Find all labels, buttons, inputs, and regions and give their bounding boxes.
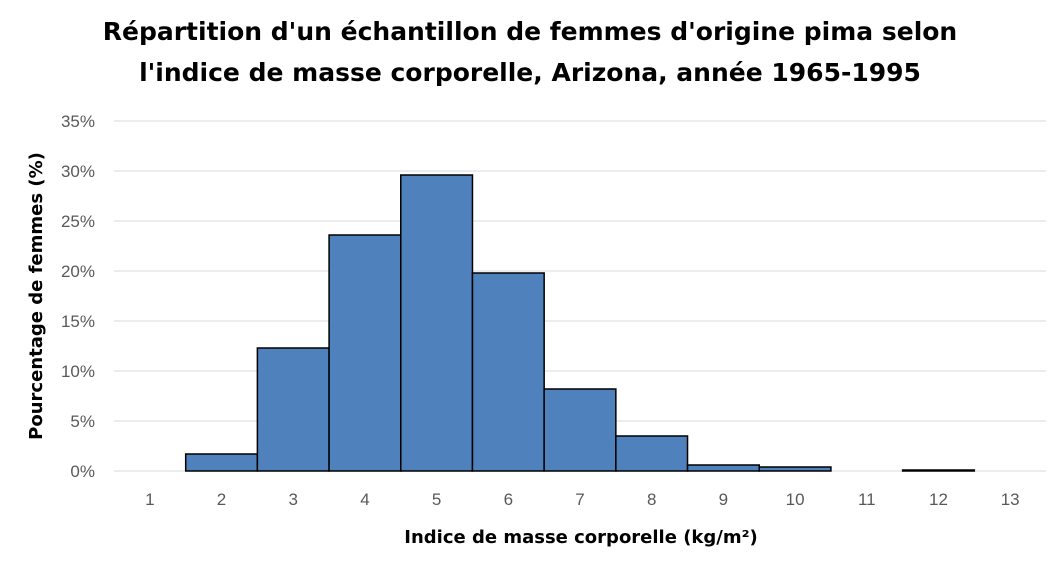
x-tick-label: 8 [647, 490, 656, 509]
y-tick-label: 30% [61, 162, 95, 181]
y-tick-label: 5% [70, 412, 95, 431]
y-axis-title: Pourcentage de femmes (%) [26, 152, 47, 440]
x-tick-label: 13 [1001, 490, 1020, 509]
bar-imc-4 [328, 234, 402, 472]
x-tick-label: 5 [432, 490, 441, 509]
x-tick-label: 3 [288, 490, 297, 509]
y-tick-label: 10% [61, 362, 95, 381]
histogram-bars [184, 174, 976, 472]
bar-imc-7 [543, 388, 617, 472]
y-tick-label: 15% [61, 312, 95, 331]
bar-imc-10 [758, 466, 832, 472]
chart-title-line-2: l'indice de masse corporelle, Arizona, a… [139, 58, 921, 87]
y-axis-tick-labels: 0% 5% 10% 15% 20% 25% 30% 35% [61, 112, 95, 481]
bar-imc-5 [400, 174, 474, 472]
x-tick-label: 4 [360, 490, 369, 509]
bar-imc-8 [615, 435, 689, 472]
x-tick-label: 2 [217, 490, 226, 509]
bar-imc-2 [184, 453, 259, 472]
x-tick-label: 1 [145, 490, 154, 509]
x-tick-label: 9 [719, 490, 728, 509]
x-tick-label: 7 [575, 490, 584, 509]
x-tick-label: 11 [858, 490, 876, 509]
bar-imc-3 [256, 347, 330, 472]
x-tick-label: 6 [504, 490, 513, 509]
bar-imc-12 [901, 469, 976, 472]
chart-title-line-1: Répartition d'un échantillon de femmes d… [103, 17, 957, 46]
bar-imc-6 [471, 272, 545, 472]
x-axis-tick-labels: 1 2 3 4 5 6 7 8 9 10 11 12 13 [145, 490, 1020, 509]
y-tick-label: 25% [61, 212, 95, 231]
y-tick-label: 20% [61, 262, 95, 281]
x-tick-label: 10 [786, 490, 805, 509]
x-tick-label: 12 [929, 490, 948, 509]
x-axis-title: Indice de masse corporelle (kg/m²) [404, 527, 757, 548]
y-tick-label: 35% [61, 112, 95, 131]
bar-imc-9 [686, 464, 760, 472]
y-tick-label: 0% [70, 462, 95, 481]
